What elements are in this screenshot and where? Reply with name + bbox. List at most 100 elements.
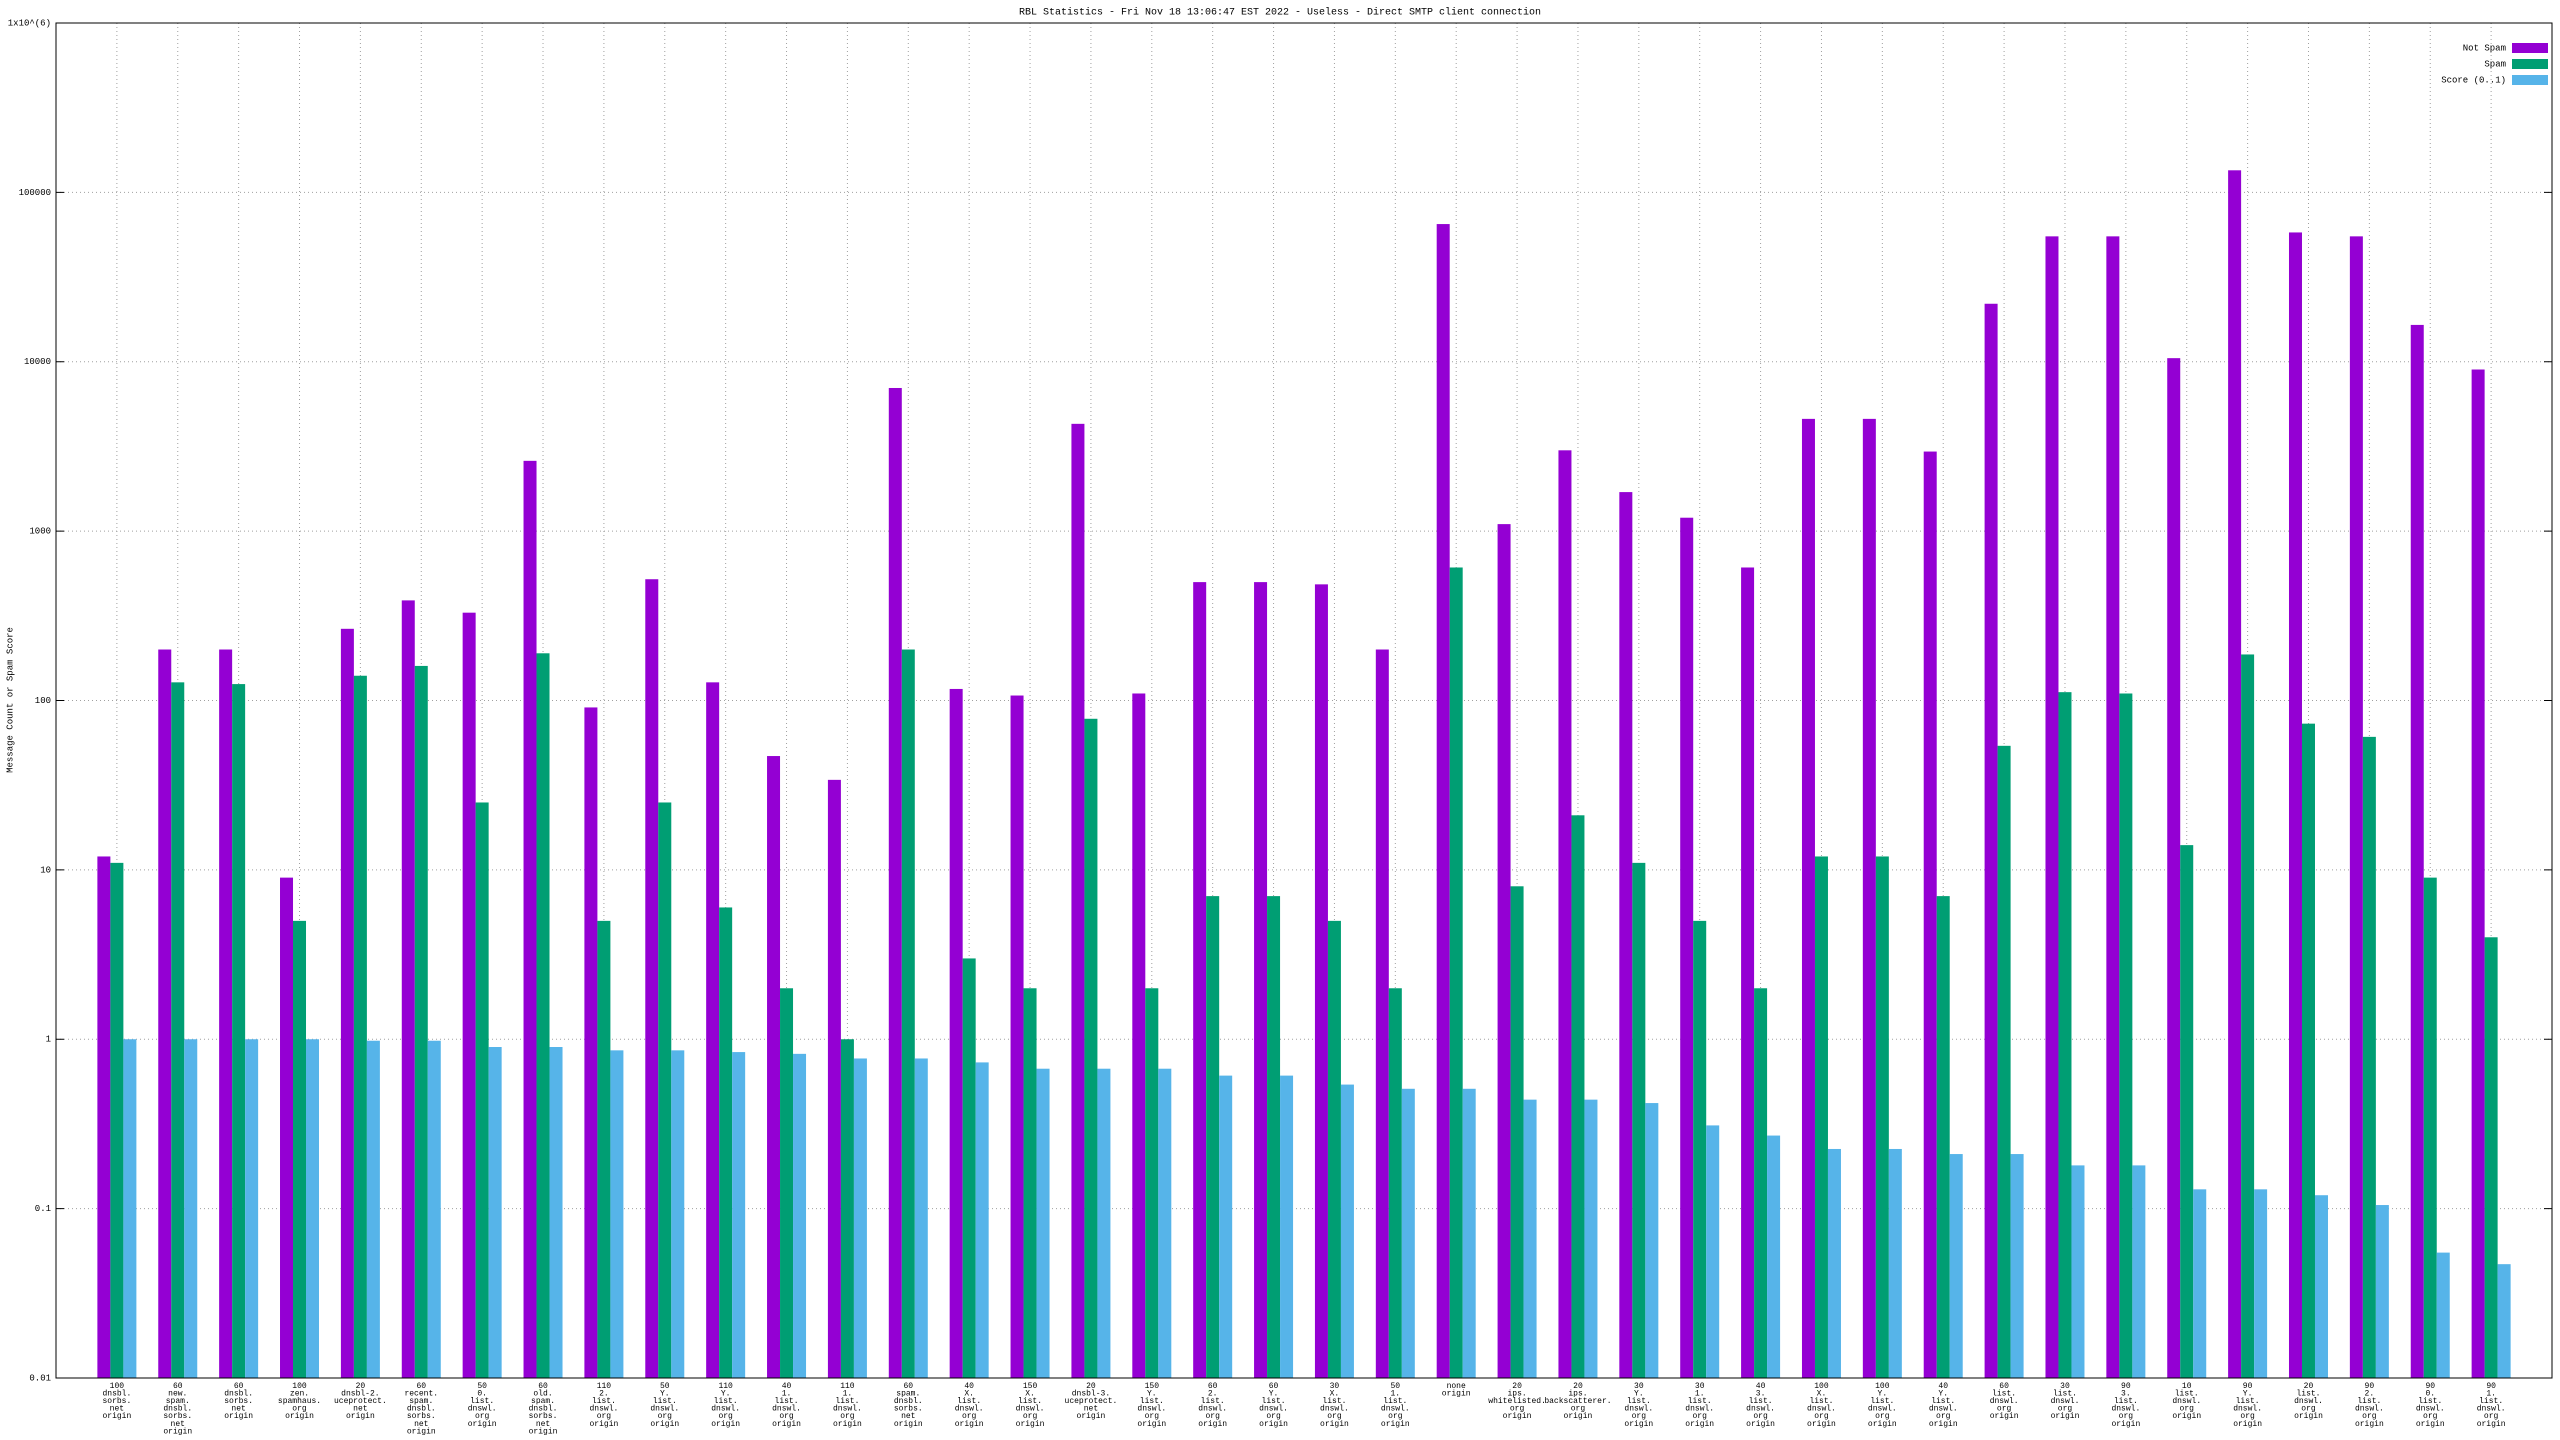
x-tick-label: origin [2416, 1420, 2445, 1429]
bar [1814, 856, 1828, 1378]
bar [1923, 451, 1937, 1378]
x-tick-label: 1. [1391, 1389, 1401, 1398]
bar [1645, 1103, 1659, 1378]
bar [1706, 1125, 1720, 1378]
x-tick-label: list. [1992, 1389, 2016, 1398]
x-tick-label: list. [2296, 1389, 2320, 1398]
bar [414, 665, 428, 1378]
x-tick-label: org [1388, 1412, 1403, 1421]
x-tick-label: dnswl. [1320, 1405, 1349, 1414]
bar [2436, 1252, 2450, 1378]
x-tick-label: 60 [538, 1382, 548, 1391]
x-tick-label: dnswl. [1685, 1405, 1714, 1414]
x-tick-label: dnswl. [1990, 1397, 2019, 1406]
bar [780, 988, 794, 1378]
bar [767, 756, 781, 1378]
bar [2301, 723, 2315, 1378]
x-tick-label: origin [1259, 1420, 1288, 1429]
x-tick-label: 150 [1145, 1382, 1160, 1391]
bar [1206, 896, 1220, 1378]
x-tick-label: origin [163, 1427, 192, 1436]
bar [1888, 1148, 1902, 1378]
x-tick-label: 1. [2486, 1389, 2496, 1398]
x-tick-label: X. [1330, 1389, 1340, 1398]
x-tick-label: 90 [2243, 1382, 2253, 1391]
x-tick-label: dnswl. [833, 1405, 862, 1414]
x-tick-label: Y. [1878, 1389, 1888, 1398]
bar [280, 877, 294, 1378]
x-tick-label: list. [1749, 1397, 1773, 1406]
x-tick-label: dnswl. [2355, 1405, 2384, 1414]
x-tick-label: org [1753, 1412, 1768, 1421]
x-tick-label: 110 [597, 1382, 612, 1391]
x-tick-label: sorbs. [894, 1405, 923, 1414]
x-tick-label: net [353, 1405, 367, 1414]
x-tick-label: net [110, 1405, 124, 1414]
bar [353, 675, 367, 1378]
x-tick-label: list. [1627, 1397, 1651, 1406]
x-tick-label: list. [1931, 1397, 1955, 1406]
bar [1280, 1075, 1294, 1378]
x-tick-label: dnswl. [1016, 1405, 1045, 1414]
legend-label: Spam [2484, 59, 2506, 69]
x-tick-label: 100 [110, 1382, 125, 1391]
x-tick-label: 90 [2486, 1382, 2496, 1391]
bar [340, 628, 354, 1378]
bar [1949, 1154, 1963, 1378]
x-tick-label: sorbs. [102, 1397, 131, 1406]
x-tick-label: 20 [1512, 1382, 1522, 1391]
x-tick-label: org [658, 1412, 673, 1421]
bar [2314, 1195, 2328, 1378]
bar [232, 684, 246, 1378]
bar [2349, 236, 2363, 1378]
x-tick-label: sorbs. [407, 1412, 436, 1421]
bar [2254, 1189, 2268, 1378]
bar [1997, 745, 2011, 1378]
bar [1401, 1088, 1415, 1378]
bar [97, 856, 111, 1378]
bar [523, 460, 537, 1379]
x-tick-label: 100 [1875, 1382, 1890, 1391]
bar [827, 779, 841, 1378]
x-tick-label: 60 [1999, 1382, 2009, 1391]
x-tick-label: origin [1077, 1412, 1106, 1421]
x-tick-label: 30 [1330, 1382, 1340, 1391]
x-tick-label: dnswl. [2172, 1397, 2201, 1406]
x-tick-label: dnswl. [468, 1405, 497, 1414]
x-tick-label: Y. [1634, 1389, 1644, 1398]
x-tick-label: 1. [1695, 1389, 1705, 1398]
bar [366, 1040, 380, 1378]
x-tick-label: none [1447, 1382, 1466, 1391]
x-tick-label: dnswl. [1807, 1405, 1836, 1414]
x-tick-label: dnswl. [1198, 1405, 1227, 1414]
x-tick-label: 20 [1086, 1382, 1096, 1391]
x-tick-label: ips. [1568, 1389, 1587, 1398]
x-tick-label: net [1084, 1405, 1098, 1414]
x-tick-label: org [962, 1412, 977, 1421]
x-tick-label: dnsbl-2. [341, 1389, 379, 1398]
x-tick-label: origin [1929, 1420, 1958, 1429]
x-tick-label: origin [1198, 1420, 1227, 1429]
x-tick-label: org [2484, 1412, 2499, 1421]
bar [1449, 567, 1463, 1378]
bar [1219, 1075, 1233, 1378]
x-tick-label: dnsbl. [529, 1405, 558, 1414]
bar [1267, 896, 1281, 1378]
x-tick-label: dnswl. [955, 1405, 984, 1414]
bar [2288, 232, 2302, 1379]
bar [2228, 170, 2242, 1379]
x-tick-label: dnswl. [650, 1405, 679, 1414]
x-tick-label: dnswl. [1624, 1405, 1653, 1414]
x-tick-label: origin [1442, 1389, 1471, 1398]
x-tick-label: org [1266, 1412, 1281, 1421]
x-tick-label: 60 [1269, 1382, 1279, 1391]
x-tick-label: 3. [1756, 1389, 1766, 1398]
x-tick-label: recent. [404, 1389, 438, 1398]
bar [1327, 920, 1341, 1378]
x-tick-label: origin [1807, 1420, 1836, 1429]
x-tick-label: org [1875, 1412, 1890, 1421]
bar [1510, 886, 1524, 1378]
bar [2132, 1165, 2146, 1378]
x-tick-label: org [2119, 1412, 2134, 1421]
x-tick-label: 20 [356, 1382, 366, 1391]
